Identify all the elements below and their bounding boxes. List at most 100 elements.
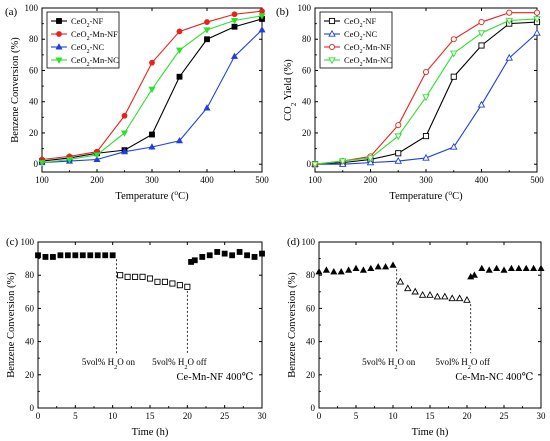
panel-c-y-tick-label: 80 — [25, 270, 35, 280]
panel-c-data-point-0 — [42, 254, 49, 260]
panel-a-y-tick-label: 60 — [29, 65, 39, 75]
panel-b-data-point-2 — [506, 9, 513, 16]
panel-a-legend-marker-1 — [56, 31, 62, 37]
panel-d-data-point-0 — [315, 268, 323, 275]
panel-a-legend-marker-3 — [55, 57, 63, 64]
panel-a-data-point-3 — [38, 160, 46, 167]
panel-d-y-tick-label: 20 — [306, 370, 316, 380]
panel-b-data-point-1 — [477, 100, 486, 108]
panel-c-x-tick-label: 30 — [258, 411, 268, 421]
panel-a-label: (a) — [5, 6, 18, 18]
panel-d-data-point-0 — [345, 266, 353, 273]
panel-b-legend-label-3: CeO2-Mn-NC — [344, 55, 392, 68]
panel-b-data-point-3 — [311, 161, 319, 169]
panel-a-data-point-3 — [148, 86, 156, 94]
panel-b-data-point-2 — [422, 68, 430, 76]
panel-d-data-point-2 — [515, 264, 523, 272]
panel-c-data-point-2 — [206, 252, 213, 259]
panel-b-label: (b) — [276, 6, 289, 18]
panel-a-data-point-0 — [149, 131, 155, 138]
panel-a-data-point-3 — [93, 152, 101, 159]
panel-d-data-point-0 — [389, 261, 397, 268]
panel-b-legend-label-1: CeO2-NC — [344, 29, 378, 42]
panel-c-y-tick-label: 100 — [21, 237, 35, 247]
panel-b-data-point-3 — [422, 94, 430, 102]
panel-a-data-point-2 — [175, 136, 184, 144]
panel-b-data-point-3 — [366, 155, 375, 163]
panel-d-data-point-0 — [374, 263, 382, 270]
panel-a-legend-label-0: CeO2-NF — [71, 16, 104, 29]
panel-c-data-point-1 — [139, 273, 146, 280]
panel-b-data-point-2 — [450, 36, 457, 43]
panel-b-legend-marker-3 — [328, 57, 336, 65]
panel-c-y-tick-label: 60 — [25, 303, 35, 313]
panel-c-data-point-0 — [94, 252, 101, 259]
panel-c-data-point-2 — [259, 250, 265, 257]
panel-c-x-tick-label: 0 — [36, 411, 41, 421]
panel-c-x-tick-label: 10 — [108, 411, 118, 421]
panel-b-x-tick-label: 100 — [308, 175, 322, 185]
panel-a-x-tick-label: 500 — [255, 175, 269, 185]
panel-d-data-point-1 — [455, 294, 464, 302]
panel-b-x-tick-label: 200 — [364, 175, 378, 185]
panel-b-y-tick-label: 0 — [307, 159, 312, 169]
panel-b-legend-marker-0 — [328, 17, 336, 25]
panel-d-data-point-1 — [441, 292, 449, 300]
panel-b-y-tick-label: 80 — [302, 34, 312, 44]
panel-d-data-point-2 — [493, 264, 501, 272]
panel-a-x-axis-label: Temperature (oC) — [115, 188, 189, 203]
panel-c-data-point-0 — [72, 252, 79, 259]
panel-a-data-point-0 — [231, 23, 238, 30]
panel-b-data-point-0 — [395, 150, 402, 157]
panel-c-data-point-0 — [35, 252, 41, 259]
panel-b-x-tick-label: 400 — [475, 175, 489, 185]
panel-d-data-point-2 — [478, 264, 486, 272]
panel-b-data-point-1 — [533, 28, 541, 36]
panel-b-x-tick-label: 300 — [419, 175, 433, 185]
panel-b-legend-label-2: CeO2-Mn-NF — [344, 42, 391, 55]
panel-d-plot-frame — [318, 241, 542, 409]
panel-c-x-tick-label: 25 — [220, 411, 230, 421]
panel-d-condition-note: Ce-Mn-NC 400℃ — [455, 372, 533, 383]
panel-a-data-point-0 — [204, 36, 210, 43]
panel-c-condition-note: Ce-Mn-NF 400℃ — [177, 372, 254, 383]
panel-a-legend-label-1: CeO2-Mn-NF — [71, 29, 118, 42]
panel-c-y-tick-label: 20 — [25, 370, 35, 380]
panel-a-y-tick-label: 0 — [34, 159, 39, 169]
panel-a-y-tick-label: 40 — [29, 97, 39, 107]
panel-a-data-point-3 — [120, 130, 129, 137]
panel-b-data-point-0 — [450, 73, 457, 80]
panel-a-data-point-1 — [204, 19, 210, 25]
panel-b-data-point-3 — [533, 16, 541, 24]
panel-a-x-tick-label: 300 — [145, 175, 159, 185]
panel-c-data-point-0 — [109, 252, 116, 259]
panel-d-annotation-label-1: 5vol% H2O off — [435, 357, 490, 371]
panel-c-data-point-2 — [229, 252, 236, 259]
panel-b-y-tick-label: 100 — [298, 3, 312, 13]
panel-d-data-point-0 — [337, 268, 345, 275]
panel-b-data-point-2 — [533, 9, 541, 16]
panel-d-x-tick-label: 15 — [426, 411, 436, 421]
panel-a-data-point-1 — [176, 28, 183, 35]
panel-b-data-point-2 — [478, 19, 485, 26]
panel-d-data-point-1 — [426, 290, 434, 298]
panel-a-y-axis-label: Benzene Conversion (%) — [10, 37, 21, 143]
panel-d-y-axis-label: Benzene Conversion (%) — [287, 272, 298, 378]
panel-b-data-point-1 — [394, 156, 403, 164]
panel-b-y-tick-label: 20 — [302, 128, 312, 138]
panel-d-data-point-1 — [404, 284, 412, 292]
panel-b-data-point-0 — [478, 42, 485, 49]
panel-c-x-axis-label: Time (h) — [132, 427, 169, 438]
panel-a-legend-marker-2 — [55, 43, 63, 50]
panel-d-y-tick-label: 60 — [306, 303, 316, 313]
panel-d-x-tick-label: 0 — [317, 411, 322, 421]
panel-b-y-tick-label: 60 — [302, 65, 312, 75]
panel-b-y-tick-label: 40 — [302, 97, 312, 107]
panel-c-data-point-1 — [169, 280, 176, 287]
panel-a-y-tick-label: 80 — [29, 34, 39, 44]
panel-d-data-point-1 — [448, 294, 456, 302]
panel-d-data-point-1 — [396, 277, 405, 285]
panel-c-data-point-0 — [50, 254, 56, 260]
panel-b-x-tick-label: 500 — [530, 175, 544, 185]
panel-d-data-point-0 — [352, 264, 360, 272]
